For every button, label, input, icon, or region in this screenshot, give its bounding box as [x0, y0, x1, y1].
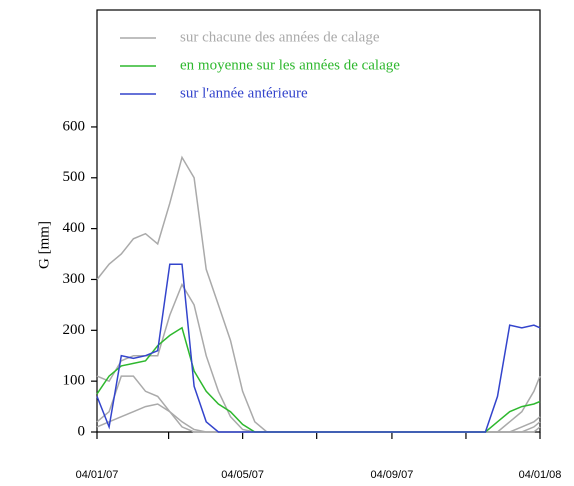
series-line: [96, 375, 541, 433]
legend-label: sur chacune des années de calage: [180, 29, 380, 45]
series-line: [96, 155, 541, 433]
y-tick-label: 600: [63, 118, 86, 134]
y-tick-label: 200: [63, 322, 86, 338]
series-line: [96, 326, 541, 433]
x-tick-label: 04/09/07: [371, 469, 414, 481]
y-tick-label: 500: [63, 169, 86, 185]
y-tick-label: 300: [63, 271, 86, 287]
legend-label: en moyenne sur les années de calage: [180, 57, 400, 73]
series-line: [96, 263, 541, 433]
y-tick-label: 0: [78, 423, 86, 439]
series-line: [96, 403, 541, 433]
x-tick-label: 04/01/07: [76, 469, 119, 481]
y-tick-label: 100: [63, 373, 86, 389]
y-axis-label: G [mm]: [36, 221, 52, 269]
y-tick-label: 400: [63, 220, 86, 236]
x-tick-label: 04/01/08: [519, 469, 562, 481]
legend-label: sur l'année antérieure: [180, 85, 308, 101]
x-tick-label: 04/05/07: [221, 469, 264, 481]
